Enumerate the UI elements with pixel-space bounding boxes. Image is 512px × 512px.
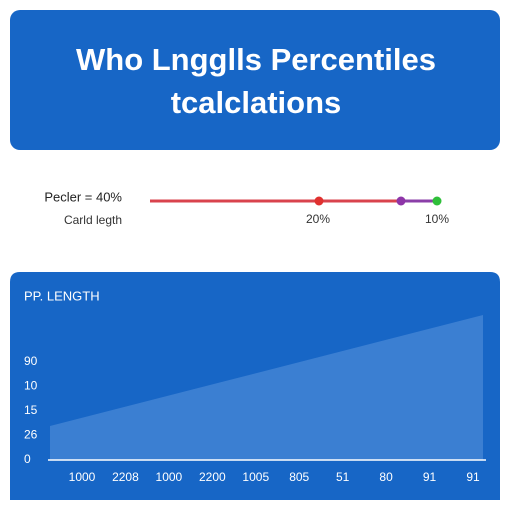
x-label: 51: [336, 470, 350, 484]
x-label: 805: [289, 470, 309, 484]
marker-label: 10%: [425, 212, 449, 226]
x-label: 1005: [242, 470, 269, 484]
y-label: 15: [24, 403, 38, 417]
y-label: 0: [24, 452, 31, 466]
area-shape: [50, 315, 483, 460]
x-label: 91: [466, 470, 480, 484]
x-label: 91: [423, 470, 437, 484]
x-labels: 1000 2208 1000 2200 1005 805 51 80 91 91: [69, 470, 480, 484]
slider-handle[interactable]: [314, 196, 324, 206]
x-label: 1000: [156, 470, 183, 484]
marker-label: 20%: [306, 212, 330, 226]
header-card: [10, 10, 500, 150]
y-label: 10: [24, 379, 38, 393]
x-label: 2208: [112, 470, 139, 484]
x-label: 80: [379, 470, 393, 484]
x-label: 1000: [69, 470, 96, 484]
y-label: 90: [24, 354, 38, 368]
slider-handle[interactable]: [396, 196, 406, 206]
x-label: 2200: [199, 470, 226, 484]
slider-label: Pecler = 40%: [44, 189, 122, 204]
header-title-line: tcalclations: [171, 85, 342, 120]
chart-title: PP. LENGTH: [24, 288, 100, 303]
slider-handle[interactable]: [432, 196, 442, 206]
header-title-line: Who Lngglls Percentiles: [76, 42, 436, 77]
slider-sublabel: Carld legth: [64, 213, 122, 227]
y-labels: 90 10 15 26 0: [24, 354, 38, 466]
y-label: 26: [24, 428, 38, 442]
